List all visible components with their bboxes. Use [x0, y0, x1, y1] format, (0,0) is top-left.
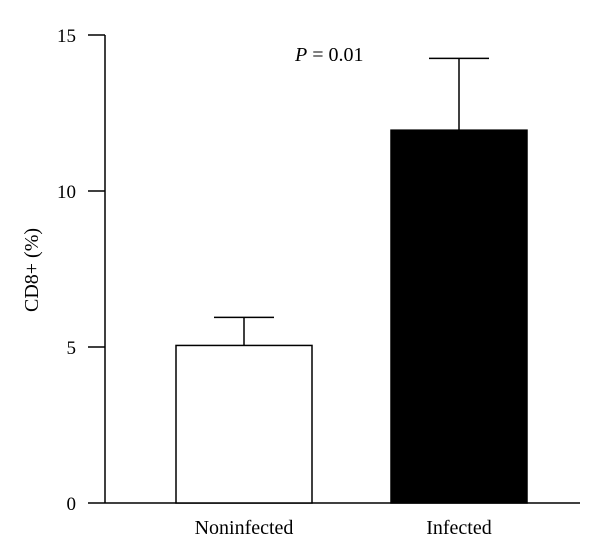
p-symbol: P	[294, 44, 307, 66]
bars	[175, 57, 528, 504]
p-value-annotation: P = 0.01	[294, 44, 364, 66]
y-tick-label: 15	[57, 26, 76, 47]
labels: Noninfected Infected	[195, 517, 492, 539]
bar-infected	[390, 129, 528, 504]
y-axis-label: CD8+ (%)	[21, 228, 43, 312]
x-tick-label: Infected	[426, 517, 492, 539]
y-tick-label: 0	[67, 494, 77, 515]
p-value-text: = 0.01	[307, 44, 363, 66]
bar-noninfected	[175, 344, 313, 504]
y-tick-label: 10	[57, 182, 76, 203]
x-tick-label: Noninfected	[195, 517, 294, 539]
y-tick-label: 5	[67, 338, 77, 359]
